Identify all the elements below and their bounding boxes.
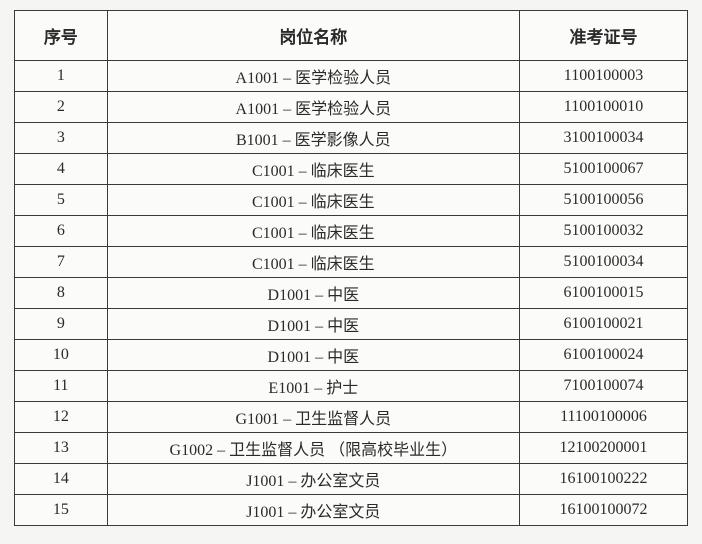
cell-position: C1001 – 临床医生 (107, 185, 519, 216)
cell-position: A1001 – 医学检验人员 (107, 92, 519, 123)
table-row: 6C1001 – 临床医生5100100032 (15, 216, 688, 247)
cell-seq: 10 (15, 340, 108, 371)
cell-seq: 14 (15, 464, 108, 495)
table-body: 1A1001 – 医学检验人员11001000032A1001 – 医学检验人员… (15, 61, 688, 526)
cell-seq: 9 (15, 309, 108, 340)
cell-seq: 6 (15, 216, 108, 247)
cell-seq: 7 (15, 247, 108, 278)
cell-exam-id: 6100100015 (519, 278, 687, 309)
header-row: 序号 岗位名称 准考证号 (15, 11, 688, 61)
table-row: 14J1001 – 办公室文员16100100222 (15, 464, 688, 495)
cell-exam-id: 1100100010 (519, 92, 687, 123)
cell-exam-id: 16100100072 (519, 495, 687, 526)
cell-seq: 1 (15, 61, 108, 92)
header-exam-id: 准考证号 (519, 11, 687, 61)
cell-seq: 12 (15, 402, 108, 433)
header-seq: 序号 (15, 11, 108, 61)
cell-seq: 3 (15, 123, 108, 154)
cell-exam-id: 5100100032 (519, 216, 687, 247)
cell-seq: 11 (15, 371, 108, 402)
table-row: 9D1001 – 中医6100100021 (15, 309, 688, 340)
cell-seq: 4 (15, 154, 108, 185)
cell-position: D1001 – 中医 (107, 309, 519, 340)
header-position: 岗位名称 (107, 11, 519, 61)
cell-seq: 2 (15, 92, 108, 123)
cell-exam-id: 1100100003 (519, 61, 687, 92)
cell-position: D1001 – 中医 (107, 340, 519, 371)
cell-seq: 8 (15, 278, 108, 309)
cell-position: J1001 – 办公室文员 (107, 495, 519, 526)
cell-exam-id: 16100100222 (519, 464, 687, 495)
cell-position: G1001 – 卫生监督人员 (107, 402, 519, 433)
table-row: 15J1001 – 办公室文员16100100072 (15, 495, 688, 526)
cell-position: C1001 – 临床医生 (107, 154, 519, 185)
cell-seq: 5 (15, 185, 108, 216)
cell-exam-id: 11100100006 (519, 402, 687, 433)
cell-position: A1001 – 医学检验人员 (107, 61, 519, 92)
cell-position: E1001 – 护士 (107, 371, 519, 402)
data-table: 序号 岗位名称 准考证号 1A1001 – 医学检验人员11001000032A… (14, 10, 688, 526)
table-row: 12G1001 – 卫生监督人员11100100006 (15, 402, 688, 433)
table-row: 2A1001 – 医学检验人员1100100010 (15, 92, 688, 123)
cell-exam-id: 7100100074 (519, 371, 687, 402)
table-row: 1A1001 – 医学检验人员1100100003 (15, 61, 688, 92)
cell-exam-id: 12100200001 (519, 433, 687, 464)
table-row: 3B1001 – 医学影像人员3100100034 (15, 123, 688, 154)
cell-exam-id: 5100100067 (519, 154, 687, 185)
table-row: 8D1001 – 中医6100100015 (15, 278, 688, 309)
table-row: 4C1001 – 临床医生5100100067 (15, 154, 688, 185)
table-row: 11E1001 – 护士7100100074 (15, 371, 688, 402)
table-row: 7C1001 – 临床医生5100100034 (15, 247, 688, 278)
cell-seq: 13 (15, 433, 108, 464)
cell-exam-id: 5100100056 (519, 185, 687, 216)
cell-position: B1001 – 医学影像人员 (107, 123, 519, 154)
cell-position: J1001 – 办公室文员 (107, 464, 519, 495)
table-row: 13G1002 – 卫生监督人员 （限高校毕业生）12100200001 (15, 433, 688, 464)
cell-seq: 15 (15, 495, 108, 526)
cell-exam-id: 6100100021 (519, 309, 687, 340)
cell-position: C1001 – 临床医生 (107, 216, 519, 247)
cell-exam-id: 5100100034 (519, 247, 687, 278)
cell-position: D1001 – 中医 (107, 278, 519, 309)
table-row: 5C1001 – 临床医生5100100056 (15, 185, 688, 216)
cell-exam-id: 3100100034 (519, 123, 687, 154)
cell-position: C1001 – 临床医生 (107, 247, 519, 278)
table-row: 10D1001 – 中医6100100024 (15, 340, 688, 371)
cell-exam-id: 6100100024 (519, 340, 687, 371)
cell-position: G1002 – 卫生监督人员 （限高校毕业生） (107, 433, 519, 464)
